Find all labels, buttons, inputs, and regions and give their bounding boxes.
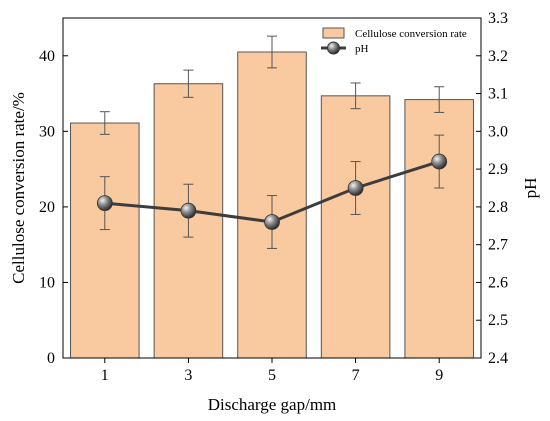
y-right-tick-label: 3.2 — [488, 48, 508, 65]
x-tick-label: 7 — [352, 367, 360, 384]
bar-error-bars — [99, 35, 445, 135]
ph-point-7 — [347, 180, 364, 196]
bar-7 — [320, 95, 391, 359]
bar-error-1 — [99, 111, 110, 135]
ph-line-layer — [96, 134, 448, 249]
legend-swatch-cellulose — [322, 27, 345, 39]
y-left-tick-label: 0 — [47, 350, 55, 367]
legend: Cellulose conversion rate pH — [321, 27, 467, 55]
y-right-tick-label: 2.4 — [488, 350, 508, 367]
bar-1 — [70, 122, 140, 359]
legend-swatch-ph-marker — [327, 41, 340, 55]
y-left-tick-label: 20 — [39, 199, 55, 216]
y-left-tick-label: 30 — [39, 123, 55, 140]
legend-label-cellulose: Cellulose conversion rate — [355, 28, 467, 40]
bar-error-7 — [350, 82, 361, 110]
y-right-tick-label: 2.7 — [488, 237, 508, 254]
bar-error-5 — [267, 35, 277, 69]
ph-point-5 — [264, 214, 280, 230]
ph-point-9 — [431, 153, 448, 170]
y-right-tick-label: 3.3 — [488, 10, 508, 27]
x-tick-label: 5 — [268, 367, 276, 384]
bar-error-9 — [434, 86, 445, 113]
ph-point-1 — [96, 195, 113, 212]
x-tick-label: 3 — [184, 367, 192, 384]
ph-point-3 — [180, 202, 197, 219]
y-right-tick-label: 2.8 — [488, 199, 508, 216]
y-right-tick-label: 2.6 — [488, 274, 508, 291]
x-tick-label: 9 — [435, 367, 443, 384]
bar-error-3 — [183, 69, 194, 98]
y-axis-left-title: Cellulose conversion rate/% — [9, 92, 28, 284]
y-axis-right-title: pH — [521, 178, 540, 199]
x-axis-title: Discharge gap/mm — [208, 395, 337, 414]
y-right-tick-label: 2.5 — [488, 312, 508, 329]
y-right-tick-label: 2.9 — [488, 161, 508, 178]
x-tick-label: 1 — [101, 367, 109, 384]
y-right-tick-label: 3.0 — [488, 123, 508, 140]
y-left-tick-label: 10 — [39, 274, 55, 291]
axes-layer: 0 10 20 30 40 2.4 2.5 2.6 2.7 2.8 2.9 3.0 3.1 3.2 3.3 1… — [39, 10, 508, 384]
legend-label-ph: pH — [355, 43, 369, 55]
y-left-tick-label: 40 — [39, 48, 55, 65]
y-right-tick-label: 3.1 — [488, 86, 508, 103]
